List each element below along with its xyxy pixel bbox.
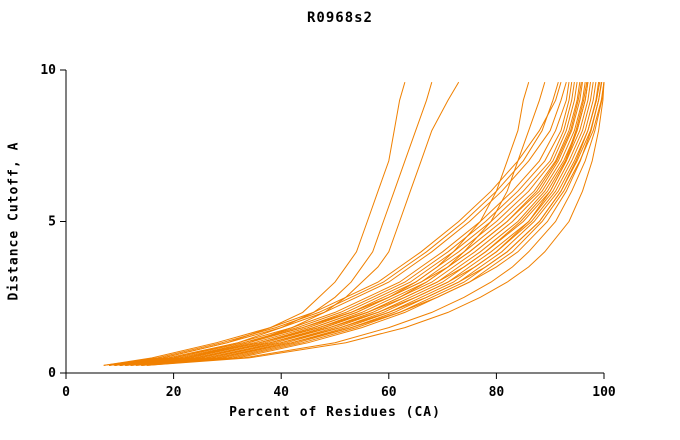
- model-curve: [114, 81, 433, 366]
- model-curve: [114, 82, 575, 366]
- model-curve: [130, 82, 603, 366]
- model-curve: [103, 81, 559, 366]
- model-curve: [119, 82, 581, 366]
- x-tick-label: 20: [166, 385, 182, 400]
- x-tick-label: 0: [62, 385, 70, 400]
- model-curve: [108, 82, 570, 366]
- model-curve: [135, 82, 594, 366]
- model-curve: [146, 82, 605, 366]
- model-curve: [119, 82, 589, 366]
- model-curve: [125, 82, 601, 366]
- model-curve: [119, 82, 578, 366]
- x-tick-label: 60: [381, 385, 397, 400]
- model-curve: [146, 82, 605, 366]
- x-axis-label: Percent of Residues (CA): [229, 405, 441, 420]
- x-tick-label: 100: [592, 385, 616, 400]
- model-curve: [108, 82, 582, 366]
- model-curve: [103, 81, 562, 366]
- model-curve: [141, 82, 605, 366]
- y-tick-label: 0: [48, 366, 56, 381]
- x-tick-label: 40: [273, 385, 289, 400]
- y-tick-label: 10: [40, 63, 56, 78]
- model-curve: [114, 82, 588, 366]
- x-tick-label: 80: [489, 385, 505, 400]
- model-curve: [108, 81, 567, 366]
- chart-title: R0968s2: [306, 10, 373, 26]
- y-tick-label: 5: [48, 215, 56, 230]
